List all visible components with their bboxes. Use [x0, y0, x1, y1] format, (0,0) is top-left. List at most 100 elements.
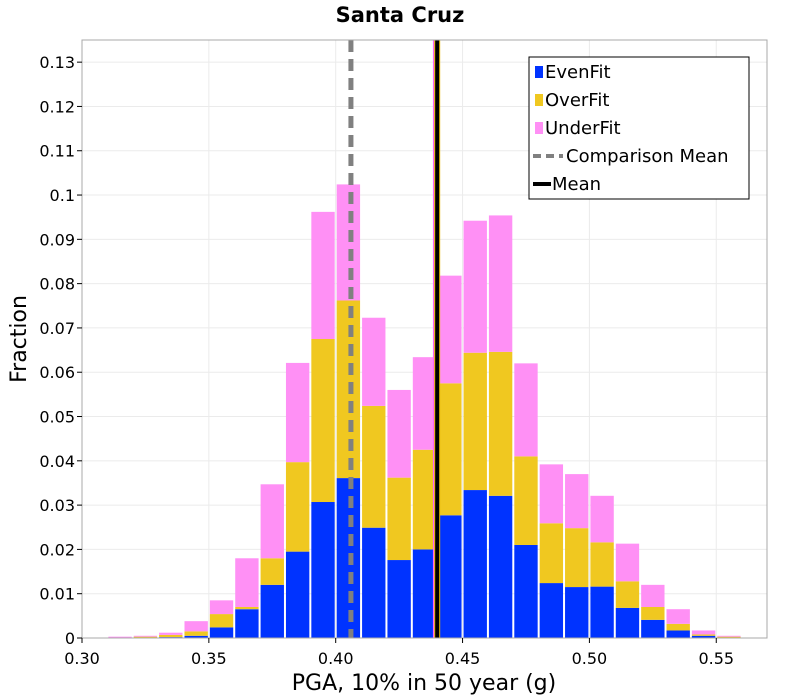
legend-swatch-overfit	[535, 94, 543, 106]
y-tick-label: 0.1	[50, 186, 75, 205]
bar-underfit	[235, 558, 259, 607]
x-tick-label: 0.45	[445, 649, 481, 668]
bar-underfit	[590, 495, 614, 543]
bar-underfit	[260, 484, 284, 559]
y-tick-label: 0.08	[39, 275, 75, 294]
y-tick-label: 0.05	[39, 408, 75, 427]
bar-underfit	[514, 363, 538, 457]
legend-label-overfit: OverFit	[545, 90, 609, 111]
bar-underfit	[615, 543, 640, 582]
bar-evenfit	[514, 544, 538, 638]
bar-underfit	[362, 317, 386, 406]
bar-underfit	[717, 635, 741, 637]
y-tick-label: 0.02	[39, 540, 75, 559]
bar-evenfit	[362, 527, 386, 638]
y-tick-label: 0.07	[39, 319, 75, 338]
bar-underfit	[691, 630, 716, 635]
bar-overfit	[488, 351, 513, 496]
x-axis-ticks: 0.30 0.35 0.40 0.45 0.50 0.55	[64, 638, 734, 668]
bar-underfit	[108, 636, 132, 638]
x-axis-label: PGA, 10% in 50 year (g)	[292, 671, 556, 696]
bar-evenfit	[209, 627, 234, 638]
bar-underfit	[412, 357, 437, 450]
y-tick-label: 0.12	[39, 97, 75, 116]
bar-underfit	[336, 184, 361, 301]
bar-evenfit	[666, 630, 690, 638]
x-tick-label: 0.35	[191, 649, 227, 668]
bar-overfit	[438, 383, 462, 516]
plot-frame	[81, 39, 768, 639]
bar-underfit	[539, 464, 564, 524]
bar-overfit	[311, 339, 335, 503]
bar-evenfit	[615, 607, 640, 638]
x-tick-label: 0.50	[572, 649, 608, 668]
reference-lines	[348, 40, 441, 638]
bar-evenfit	[387, 560, 411, 638]
y-tick-label: 0.11	[39, 142, 75, 161]
bar-evenfit	[184, 635, 208, 638]
y-tick-label: 0.03	[39, 496, 75, 515]
bar-evenfit	[336, 478, 361, 638]
bar-evenfit	[311, 502, 335, 638]
y-axis-ticks: 0 0.01 0.02 0.03 0.04 0.05 0.06 0.07 0.08 0.09 0.1…	[39, 53, 82, 648]
bar-evenfit	[539, 583, 564, 638]
bar-evenfit	[412, 549, 437, 638]
bar-underfit	[285, 362, 310, 463]
bar-evenfit	[641, 619, 665, 638]
y-tick-label: 0.06	[39, 363, 75, 382]
bar-evenfit	[285, 551, 310, 638]
bar-evenfit	[438, 515, 462, 638]
bar-underfit	[666, 609, 690, 624]
chart-title: Santa Cruz	[336, 3, 465, 27]
x-tick-label: 0.30	[64, 649, 100, 668]
bar-overfit	[184, 631, 208, 636]
bar-overfit	[209, 614, 234, 628]
bar-evenfit	[463, 490, 487, 638]
bar-overfit	[260, 558, 284, 585]
bar-overfit	[691, 634, 716, 636]
y-tick-label: 0.09	[39, 230, 75, 249]
x-tick-label: 0.55	[698, 649, 734, 668]
y-tick-label: 0.01	[39, 585, 75, 604]
bar-underfit	[438, 275, 462, 384]
legend-swatch-evenfit	[535, 66, 543, 78]
bar-underfit	[387, 389, 411, 478]
bars	[108, 184, 741, 638]
bar-evenfit	[590, 586, 614, 638]
bar-underfit	[641, 584, 665, 607]
bar-overfit	[285, 462, 310, 552]
bar-evenfit	[260, 584, 284, 638]
bar-overfit	[717, 636, 741, 638]
bar-underfit	[184, 621, 208, 632]
bar-overfit	[539, 523, 564, 584]
bar-overfit	[159, 634, 183, 638]
bar-overfit	[641, 606, 665, 620]
legend-label-evenfit: EvenFit	[545, 62, 611, 83]
x-tick-label: 0.40	[318, 649, 354, 668]
bar-underfit	[565, 474, 589, 529]
bar-overfit	[514, 456, 538, 545]
legend-label-mean: Mean	[552, 174, 601, 195]
legend-label-underfit: UnderFit	[545, 118, 621, 139]
bar-overfit	[615, 581, 640, 608]
y-axis-label: Fraction	[7, 295, 32, 383]
bar-underfit	[159, 632, 183, 635]
legend: EvenFit OverFit UnderFit Comparison Mean Mea…	[528, 56, 750, 200]
bar-overfit	[387, 477, 411, 561]
bar-underfit	[463, 220, 487, 353]
bar-overfit	[666, 623, 690, 631]
legend-swatch-underfit	[535, 122, 543, 134]
bar-overfit	[463, 352, 487, 491]
bar-underfit	[209, 600, 234, 615]
bar-overfit	[412, 449, 437, 550]
bar-overfit	[565, 528, 589, 588]
bar-overfit	[133, 636, 158, 638]
bar-overfit	[362, 405, 386, 528]
bar-underfit	[488, 215, 513, 352]
bar-overfit	[336, 300, 361, 479]
y-tick-label: 0.04	[39, 452, 75, 471]
bar-underfit	[133, 635, 158, 637]
bar-underfit	[311, 211, 335, 339]
legend-label-comparison-mean: Comparison Mean	[566, 146, 729, 167]
